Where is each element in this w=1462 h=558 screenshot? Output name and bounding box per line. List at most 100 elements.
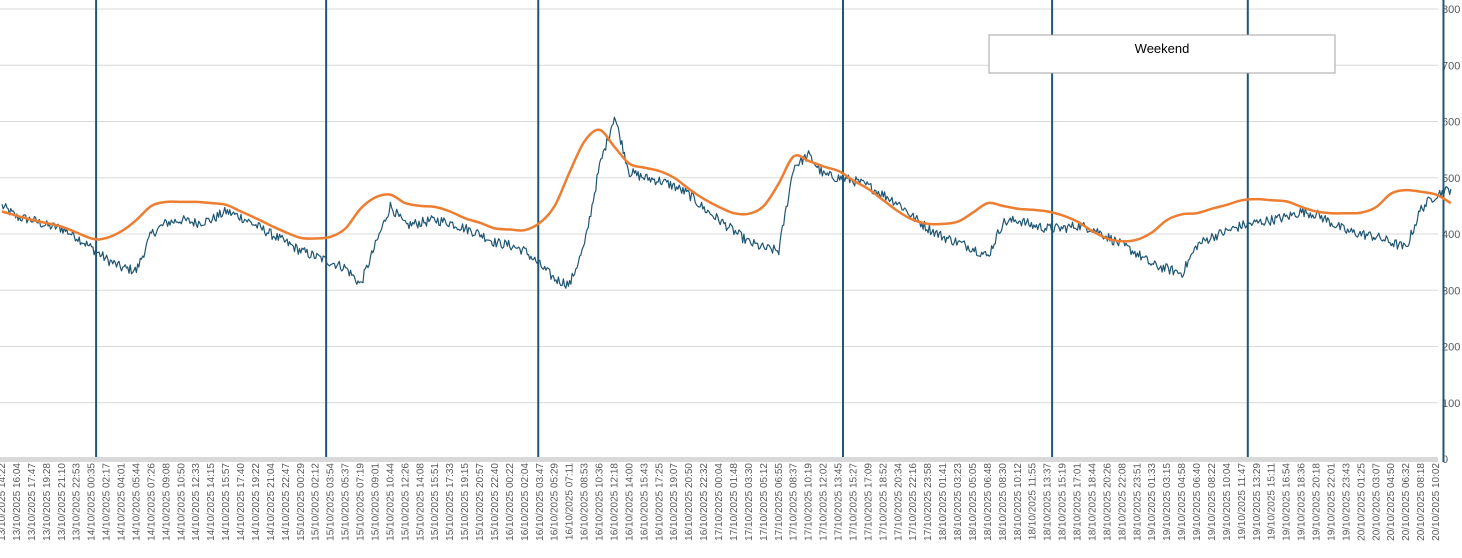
x-tick-label: 16/10/2025 00:22 xyxy=(505,463,516,541)
y-tick-label: 300 xyxy=(1442,285,1460,297)
x-tick-label: 17/10/2025 20:34 xyxy=(893,463,904,541)
x-tick-label: 17/10/2025 23:58 xyxy=(923,463,934,541)
x-tick-label: 15/10/2025 15:51 xyxy=(430,463,441,541)
x-axis-band xyxy=(0,457,1438,462)
x-tick-label: 16/10/2025 22:32 xyxy=(699,463,710,541)
x-tick-label: 17/10/2025 22:16 xyxy=(908,463,919,541)
x-tick-label: 17/10/2025 18:52 xyxy=(878,463,889,541)
x-tick-label: 17/10/2025 00:04 xyxy=(714,463,725,541)
x-tick-label: 20/10/2025 04:50 xyxy=(1386,463,1397,541)
x-tick-label: 19/10/2025 06:40 xyxy=(1192,463,1203,541)
x-tick-label: 17/10/2025 15:27 xyxy=(848,463,859,541)
weekend-annotation-label: Weekend xyxy=(1135,41,1190,56)
x-tick-label: 14/10/2025 04:01 xyxy=(117,463,128,541)
x-tick-label: 17/10/2025 17:09 xyxy=(863,463,874,541)
x-tick-label: 16/10/2025 17:25 xyxy=(654,463,665,541)
x-tick-label: 16/10/2025 07:11 xyxy=(565,463,576,541)
x-tick-label: 13/10/2025 21:10 xyxy=(57,463,68,541)
x-tick-label: 19/10/2025 15:11 xyxy=(1267,463,1278,541)
x-tick-label: 16/10/2025 05:29 xyxy=(550,463,561,541)
x-tick-label: 14/10/2025 09:08 xyxy=(161,463,172,541)
x-tick-label: 17/10/2025 12:02 xyxy=(819,463,830,541)
x-tick-label: 16/10/2025 10:36 xyxy=(595,463,606,541)
x-tick-label: 18/10/2025 03:23 xyxy=(953,463,964,541)
x-tick-label: 14/10/2025 12:33 xyxy=(191,463,202,541)
x-tick-label: 14/10/2025 15:57 xyxy=(221,463,232,541)
x-tick-label: 15/10/2025 03:54 xyxy=(326,463,337,541)
x-tick-label: 16/10/2025 15:43 xyxy=(639,463,650,541)
x-tick-label: 14/10/2025 10:50 xyxy=(176,463,187,541)
x-tick-label: 16/10/2025 14:00 xyxy=(624,463,635,541)
x-tick-label: 19/10/2025 23:43 xyxy=(1341,463,1352,541)
x-tick-label: 14/10/2025 14:15 xyxy=(206,463,217,541)
x-tick-label: 15/10/2025 19:15 xyxy=(460,463,471,541)
x-tick-label: 16/10/2025 08:53 xyxy=(580,463,591,541)
y-tick-label: 500 xyxy=(1442,173,1460,185)
series-line-1 xyxy=(1,116,1452,289)
x-tick-label: 14/10/2025 22:47 xyxy=(281,463,292,541)
x-tick-label: 19/10/2025 10:04 xyxy=(1222,463,1233,541)
x-tick-label: 14/10/2025 05:44 xyxy=(131,463,142,541)
x-tick-label: 13/10/2025 22:53 xyxy=(72,463,83,541)
x-tick-label: 19/10/2025 04:58 xyxy=(1177,463,1188,541)
x-tick-label: 18/10/2025 18:44 xyxy=(1087,463,1098,541)
x-tick-label: 15/10/2025 05:37 xyxy=(341,463,352,541)
weekend-annotation: Weekend xyxy=(988,34,1336,74)
x-tick-label: 18/10/2025 05:05 xyxy=(968,463,979,541)
x-tick-label: 15/10/2025 09:01 xyxy=(370,463,381,541)
x-tick-label: 18/10/2025 01:41 xyxy=(938,463,949,541)
x-tick-label: 18/10/2025 17:01 xyxy=(1073,463,1084,541)
x-tick-label: 20/10/2025 08:18 xyxy=(1416,463,1427,541)
x-tick-label: 15/10/2025 10:44 xyxy=(385,463,396,541)
x-tick-label: 15/10/2025 22:40 xyxy=(490,463,501,541)
x-tick-label: 16/10/2025 19:07 xyxy=(669,463,680,541)
x-tick-label: 18/10/2025 11:55 xyxy=(1028,463,1039,541)
x-tick-label: 16/10/2025 03:47 xyxy=(535,463,546,541)
x-tick-label: 19/10/2025 13:29 xyxy=(1252,463,1263,541)
x-tick-label: 20/10/2025 06:32 xyxy=(1401,463,1412,541)
series-line-2 xyxy=(1,128,1452,243)
x-tick-label: 15/10/2025 17:33 xyxy=(445,463,456,541)
x-tick-label: 18/10/2025 22:08 xyxy=(1117,463,1128,541)
x-tick-label: 13/10/2025 14:22 xyxy=(0,463,8,541)
x-tick-label: 19/10/2025 22:01 xyxy=(1326,463,1337,541)
y-tick-label: 600 xyxy=(1442,117,1460,129)
x-tick-label: 17/10/2025 13:45 xyxy=(834,463,845,541)
y-axis-ticks: 0 100 200 300 400 500 600 700 800 xyxy=(1442,4,1460,466)
x-tick-label: 19/10/2025 11:47 xyxy=(1237,463,1248,541)
y-tick-label: 700 xyxy=(1442,60,1460,72)
x-tick-label: 13/10/2025 16:04 xyxy=(12,463,23,541)
x-tick-label: 15/10/2025 02:12 xyxy=(311,463,322,541)
x-tick-label: 16/10/2025 12:18 xyxy=(609,463,620,541)
x-tick-label: 17/10/2025 05:12 xyxy=(759,463,770,541)
x-tick-label: 16/10/2025 02:04 xyxy=(520,463,531,541)
x-axis-ticks: 13/10/2025 14:22 13/10/2025 16:04 13/10/20… xyxy=(0,463,1442,541)
x-tick-label: 18/10/2025 08:30 xyxy=(998,463,1009,541)
x-tick-label: 13/10/2025 17:47 xyxy=(27,463,38,541)
x-tick-label: 14/10/2025 00:35 xyxy=(87,463,98,541)
x-tick-label: 19/10/2025 03:15 xyxy=(1162,463,1173,541)
x-tick-label: 14/10/2025 02:17 xyxy=(102,463,113,541)
y-tick-label: 100 xyxy=(1442,398,1460,410)
x-tick-label: 13/10/2025 19:28 xyxy=(42,463,53,541)
weekend-annotation-box xyxy=(988,34,1336,74)
x-tick-label: 18/10/2025 06:48 xyxy=(983,463,994,541)
y-tick-label: 0 xyxy=(1442,454,1448,466)
x-tick-label: 15/10/2025 20:57 xyxy=(475,463,486,541)
x-tick-label: 18/10/2025 15:19 xyxy=(1058,463,1069,541)
x-tick-label: 15/10/2025 00:29 xyxy=(296,463,307,541)
x-tick-label: 19/10/2025 16:54 xyxy=(1282,463,1293,541)
x-tick-label: 14/10/2025 21:04 xyxy=(266,463,277,541)
series-group xyxy=(1,116,1452,289)
x-tick-label: 17/10/2025 08:37 xyxy=(789,463,800,541)
x-tick-label: 19/10/2025 20:18 xyxy=(1312,463,1323,541)
x-tick-label: 14/10/2025 19:22 xyxy=(251,463,262,541)
x-tick-label: 15/10/2025 14:08 xyxy=(415,463,426,541)
x-tick-label: 20/10/2025 03:07 xyxy=(1371,463,1382,541)
x-tick-label: 18/10/2025 13:37 xyxy=(1043,463,1054,541)
x-tick-label: 15/10/2025 07:19 xyxy=(356,463,367,541)
x-tick-label: 18/10/2025 23:51 xyxy=(1132,463,1143,541)
x-tick-label: 19/10/2025 18:36 xyxy=(1297,463,1308,541)
x-tick-label: 17/10/2025 01:48 xyxy=(729,463,740,541)
